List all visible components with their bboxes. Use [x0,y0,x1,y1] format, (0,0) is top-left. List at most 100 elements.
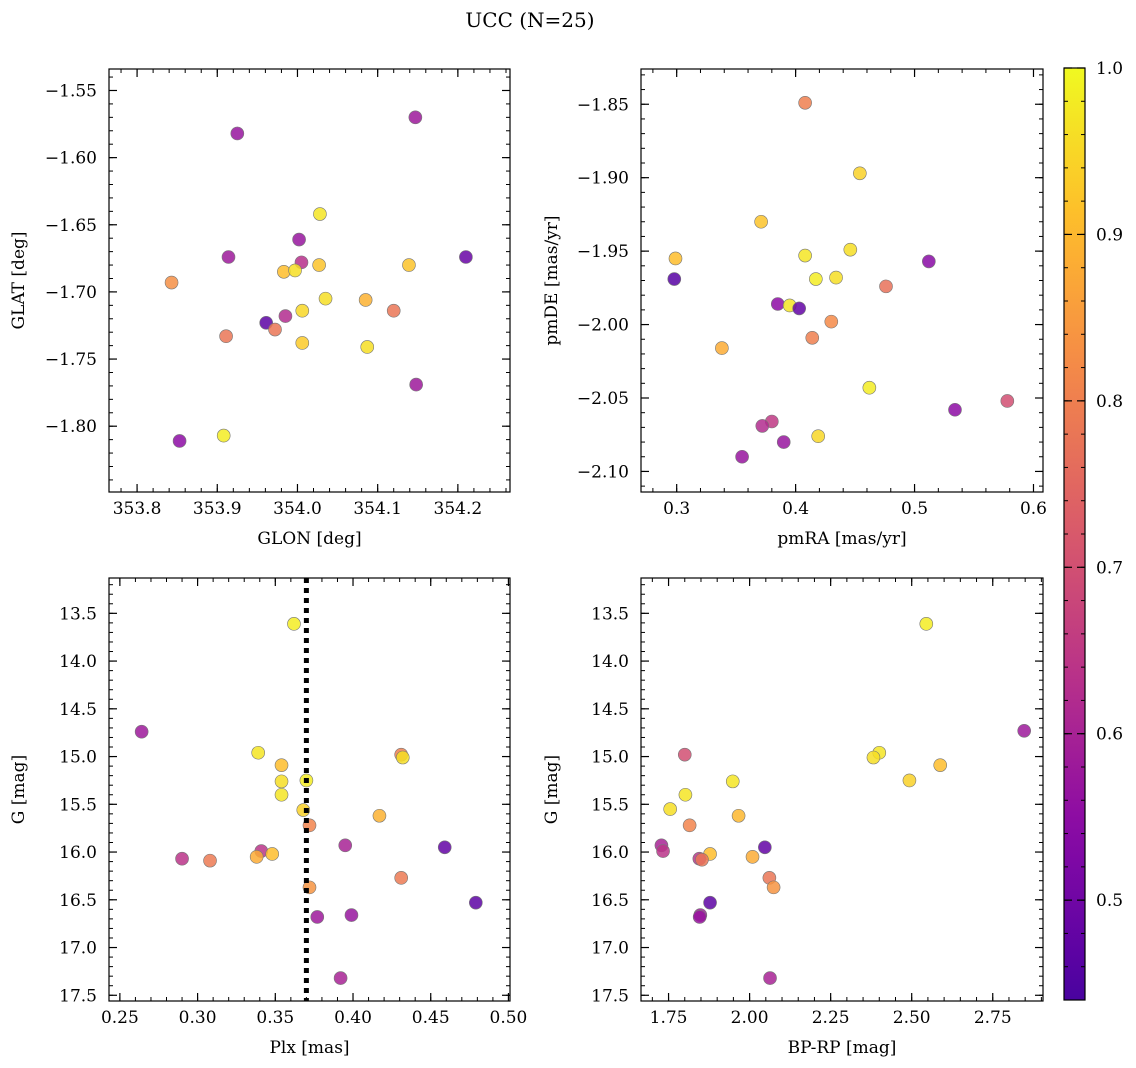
y-tick-label: −2.00 [577,316,629,336]
scatter-point [862,380,877,395]
scatter-point [295,336,310,350]
scatter-point [164,275,179,290]
x-axis-label: Plx [mas] [269,1038,349,1058]
y-tick-label: 17.0 [59,939,97,959]
scatter-point [360,340,375,354]
x-tick-label: 354.2 [434,499,483,519]
scatter-point [805,330,820,345]
colorbar-tick-label: 1.0 [1096,59,1123,79]
scatter-point [203,853,217,868]
y-tick-label: 13.5 [591,604,629,624]
y-tick-label: −1.70 [45,283,97,303]
scatter-point [1000,394,1015,408]
y-tick-label: 16.5 [59,891,97,911]
colorbar: 0.5 0.6 0.7 0.8 0.9 1.0 [1063,59,1123,1001]
scatter-point [175,851,189,866]
scatter-point [333,971,348,985]
scatter-point [933,758,948,772]
scatter-points [164,110,473,448]
scatter-point [776,435,791,449]
x-tick-label: 2.75 [974,1008,1012,1028]
y-tick-label: 13.5 [59,604,97,624]
y-tick-label: −1.65 [45,216,97,236]
scatter-point [798,95,812,110]
scatter-point [221,250,236,264]
x-tick-label: 0.35 [256,1008,294,1028]
scatter-point [731,808,746,823]
scatter-point [394,871,409,885]
scatter-point [386,303,401,318]
scatter-point [274,758,289,772]
scatter-point [755,419,770,433]
scatter-point [758,840,772,855]
scatter-point [134,724,149,739]
scatter-point [1017,723,1031,738]
scatter-point [338,838,353,853]
scatter-point [792,301,806,316]
scatter-point [695,852,709,867]
panel-pmra-pmde: 0.3 0.4 0.5 0.6 −1.85 −1.90 −1.95 −2.00 −2.05 −2.… [542,68,1047,549]
scatter-point [172,434,187,448]
scatter-point [766,880,781,895]
scatter-point [278,309,293,323]
scatter-point [879,279,893,294]
scatter-point [853,166,867,181]
x-tick-label: 0.25 [101,1008,139,1028]
scatter-point [843,242,858,257]
scatter-point [922,254,936,269]
scatter-point [663,802,677,816]
scatter-point [763,971,777,985]
scatter-point [459,250,473,264]
x-tick-label: 0.45 [412,1008,450,1028]
x-tick-label: 0.40 [334,1008,372,1028]
scatter-point [409,377,423,392]
axes-frame [640,577,1044,1002]
axes-frame [108,68,511,493]
colorbar-tick-label: 0.9 [1096,225,1123,245]
scatter-point [268,322,282,337]
y-axis-label: G [mag] [9,755,29,824]
x-tick-label: 354.1 [353,499,402,519]
colorbar-tick-label: 0.5 [1096,891,1123,911]
y-tick-label: 16.5 [591,891,629,911]
x-tick-label: 353.8 [113,499,162,519]
y-tick-label: 14.0 [59,652,97,672]
scatter-point [692,910,707,924]
x-tick-label: 353.9 [193,499,242,519]
x-tick-label: 1.75 [650,1008,688,1028]
y-tick-label: 15.5 [591,795,629,815]
y-tick-label: 17.5 [59,986,97,1006]
scatter-point [469,895,483,910]
scatter-point [296,803,311,817]
scatter-points [654,617,1031,985]
y-tick-label: 14.5 [591,700,629,720]
scatter-point [677,747,692,762]
scatter-point [656,844,670,858]
y-tick-label: 17.5 [591,986,629,1006]
y-tick-label: 16.0 [59,843,97,863]
y-tick-label: −1.90 [577,169,629,189]
axes-frame [108,577,511,1002]
y-tick-label: −2.05 [577,389,629,409]
scatter-point [919,617,934,631]
scatter-point [824,314,839,329]
y-tick-label: 15.0 [591,748,629,768]
colorbar-tick-label: 0.6 [1096,725,1123,745]
y-axis-label: pmDE [mas/yr] [542,215,562,345]
scatter-point [667,272,682,286]
scatter-point [249,850,264,864]
scatter-point [274,787,289,802]
y-tick-label: −1.80 [45,417,97,437]
panel-bprp-g: 1.75 2.00 2.25 2.50 2.75 13.5 14.0 14.5 15.0 15.5… [542,577,1044,1058]
scatter-point [402,258,416,272]
y-tick-label: −1.60 [45,149,97,169]
scatter-point [295,303,310,318]
scatter-point [703,895,717,910]
x-tick-label: 0.6 [1020,499,1047,519]
x-tick-label: 2.00 [731,1008,769,1028]
y-tick-label: 17.0 [591,939,629,959]
scatter-point [735,449,749,464]
y-axis-label: G [mag] [542,755,562,824]
x-tick-label: 0.50 [490,1008,528,1028]
scatter-point [725,774,740,789]
